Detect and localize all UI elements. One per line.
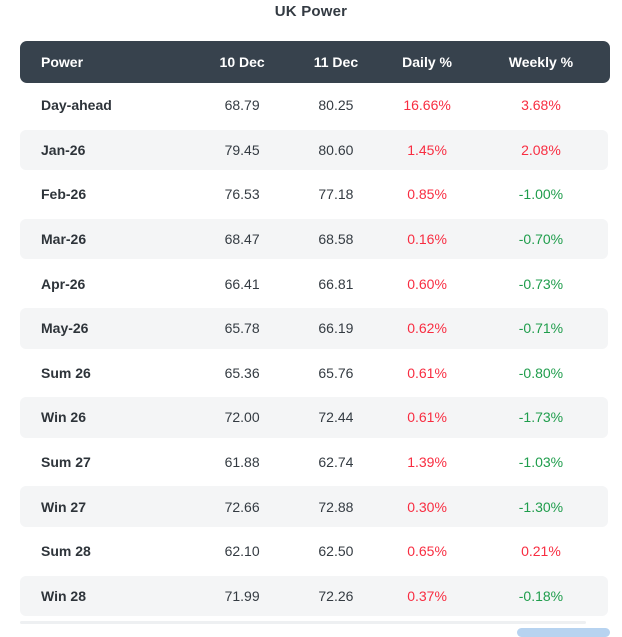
table-row: Win 26 72.00 72.44 0.61% -1.73% [20,395,610,440]
row-label: May-26 [41,320,89,337]
column-header-weekly-pct: Weekly % [508,54,574,70]
row-label: Feb-26 [41,186,87,203]
cell-daily-pct: 0.37% [407,587,447,604]
cell-10-dec: 72.66 [224,498,260,515]
cell-11-dec: 68.58 [318,231,354,248]
row-label: Jan-26 [41,141,86,158]
row-label: Sum 26 [41,364,91,381]
cell-weekly-pct: -0.18% [518,587,564,604]
cell-11-dec: 80.25 [318,97,354,114]
column-header-power: Power [41,54,84,70]
cell-11-dec: 66.19 [318,320,354,337]
table-row: May-26 65.78 66.19 0.62% -0.71% [20,306,610,351]
row-label: Win 27 [41,498,86,515]
table-row: Sum 28 62.10 62.50 0.65% 0.21% [20,529,610,574]
cell-10-dec: 65.78 [224,320,260,337]
cell-weekly-pct: -1.00% [518,186,564,203]
table-row: Win 28 71.99 72.26 0.37% -0.18% [20,574,610,619]
cell-10-dec: 72.00 [224,409,260,426]
cell-daily-pct: 0.62% [407,320,447,337]
cell-weekly-pct: 0.21% [521,543,561,560]
table-row: Mar-26 68.47 68.58 0.16% -0.70% [20,217,610,262]
row-label: Win 28 [41,587,86,604]
column-header-11-dec: 11 Dec [313,54,359,70]
cell-11-dec: 62.74 [318,454,354,471]
cell-weekly-pct: -1.30% [518,498,564,515]
cell-11-dec: 65.76 [318,364,354,381]
table-row: Jan-26 79.45 80.60 1.45% 2.08% [20,128,610,173]
row-label: Sum 28 [41,543,91,560]
table-bottom-edge [20,621,586,624]
table-body: Day-ahead 68.79 80.25 16.66% 3.68% Jan-2… [20,83,610,618]
column-header-10-dec: 10 Dec [219,54,265,70]
cell-weekly-pct: -0.71% [518,320,564,337]
cell-10-dec: 62.10 [224,543,260,560]
column-header-daily-pct: Daily % [402,54,452,70]
table-row: Feb-26 76.53 77.18 0.85% -1.00% [20,172,610,217]
cell-daily-pct: 0.60% [407,275,447,292]
row-label: Win 26 [41,409,86,426]
cell-10-dec: 79.45 [224,141,260,158]
cell-11-dec: 72.88 [318,498,354,515]
cell-daily-pct: 0.85% [407,186,447,203]
cell-daily-pct: 0.61% [407,364,447,381]
table-row: Win 27 72.66 72.88 0.30% -1.30% [20,484,610,529]
cell-daily-pct: 0.65% [407,543,447,560]
cell-weekly-pct: 2.08% [521,141,561,158]
cell-weekly-pct: 3.68% [521,97,561,114]
cell-daily-pct: 0.61% [407,409,447,426]
table-row: Sum 27 61.88 62.74 1.39% -1.03% [20,440,610,485]
row-label: Apr-26 [41,275,86,292]
cell-10-dec: 68.47 [224,231,260,248]
cell-10-dec: 65.36 [224,364,260,381]
cell-weekly-pct: -1.03% [518,454,564,471]
cell-11-dec: 72.44 [318,409,354,426]
row-label: Mar-26 [41,231,87,248]
cell-weekly-pct: -0.73% [518,275,564,292]
row-label: Day-ahead [41,97,112,114]
cell-daily-pct: 1.39% [407,454,447,471]
table-row: Sum 26 65.36 65.76 0.61% -0.80% [20,351,610,396]
cell-10-dec: 76.53 [224,186,260,203]
row-label: Sum 27 [41,454,91,471]
horizontal-scrollbar-thumb[interactable] [517,628,610,637]
cell-weekly-pct: -1.73% [518,409,564,426]
table-header-row: Power 10 Dec 11 Dec Daily % Weekly % [20,41,610,83]
page-title: UK Power [274,3,348,20]
table-row: Day-ahead 68.79 80.25 16.66% 3.68% [20,83,610,128]
cell-10-dec: 68.79 [224,97,260,114]
cell-daily-pct: 0.16% [407,231,447,248]
cell-10-dec: 61.88 [224,454,260,471]
cell-10-dec: 66.41 [224,275,260,292]
cell-11-dec: 66.81 [318,275,354,292]
cell-11-dec: 72.26 [318,587,354,604]
power-table: Power 10 Dec 11 Dec Daily % Weekly % Day… [20,41,610,618]
cell-11-dec: 62.50 [318,543,354,560]
cell-daily-pct: 16.66% [403,97,451,114]
cell-daily-pct: 0.30% [407,498,447,515]
cell-weekly-pct: -0.80% [518,364,564,381]
cell-10-dec: 71.99 [224,587,260,604]
cell-11-dec: 80.60 [318,141,354,158]
cell-daily-pct: 1.45% [407,141,447,158]
cell-11-dec: 77.18 [318,186,354,203]
table-row: Apr-26 66.41 66.81 0.60% -0.73% [20,261,610,306]
cell-weekly-pct: -0.70% [518,231,564,248]
